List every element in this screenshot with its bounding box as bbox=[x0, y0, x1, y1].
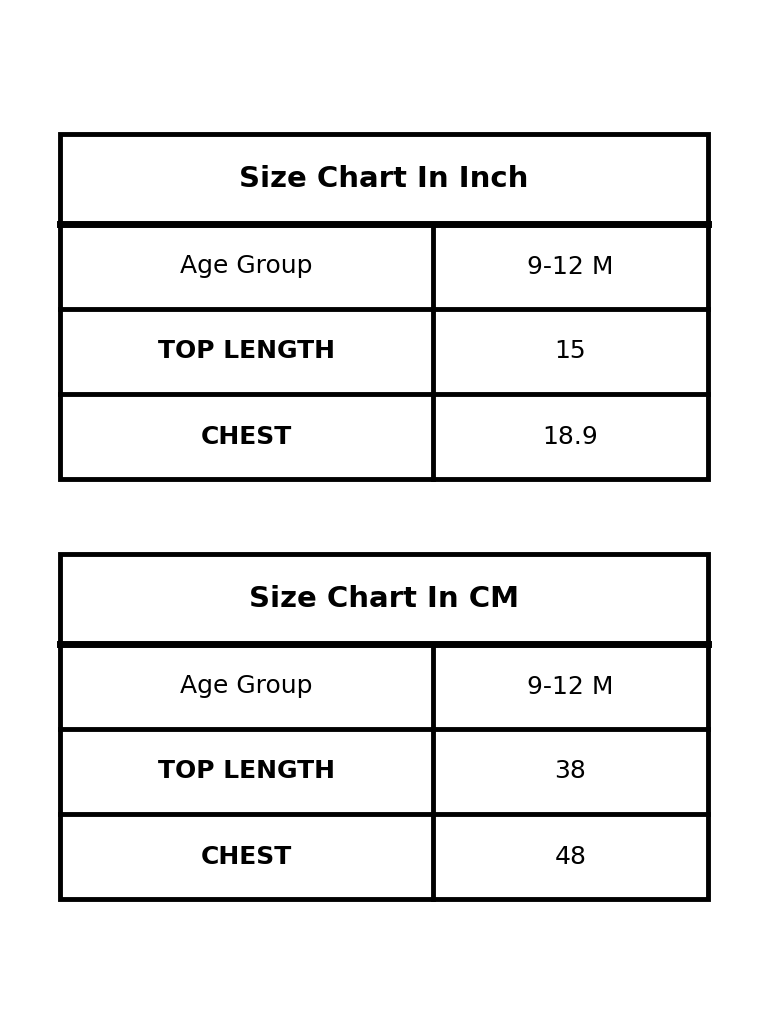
Text: Age Group: Age Group bbox=[180, 255, 313, 279]
Text: CHEST: CHEST bbox=[200, 845, 292, 868]
Text: 18.9: 18.9 bbox=[542, 425, 598, 449]
Bar bbox=[60, 134, 708, 479]
Text: Age Group: Age Group bbox=[180, 675, 313, 698]
Text: 38: 38 bbox=[554, 760, 586, 783]
Text: CHEST: CHEST bbox=[200, 425, 292, 449]
Text: 9-12 M: 9-12 M bbox=[527, 255, 614, 279]
Text: 48: 48 bbox=[554, 845, 586, 868]
Text: TOP LENGTH: TOP LENGTH bbox=[157, 340, 335, 364]
Text: Size Chart In CM: Size Chart In CM bbox=[249, 585, 519, 613]
Text: 9-12 M: 9-12 M bbox=[527, 675, 614, 698]
Bar bbox=[60, 554, 708, 899]
Text: 15: 15 bbox=[554, 340, 586, 364]
Text: TOP LENGTH: TOP LENGTH bbox=[157, 760, 335, 783]
Text: Size Chart In Inch: Size Chart In Inch bbox=[240, 165, 528, 193]
